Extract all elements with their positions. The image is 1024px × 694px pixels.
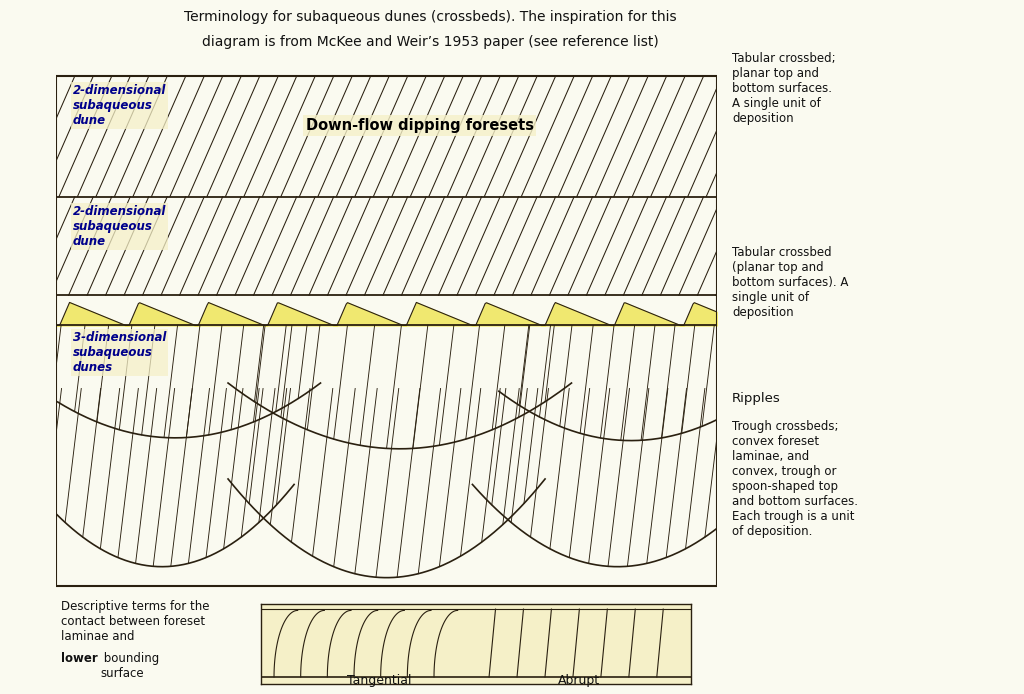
Text: Tabular crossbed
(planar top and
bottom surfaces). A
single unit of
deposition: Tabular crossbed (planar top and bottom … <box>732 246 849 319</box>
Text: Trough crossbeds;
convex foreset
laminae, and
convex, trough or
spoon-shaped top: Trough crossbeds; convex foreset laminae… <box>732 420 858 538</box>
Text: lower: lower <box>61 652 98 666</box>
Text: 2-dimensional
subaqueous
dune: 2-dimensional subaqueous dune <box>73 205 166 248</box>
Text: Descriptive terms for the
contact between foreset
laminae and: Descriptive terms for the contact betwee… <box>61 600 210 643</box>
Text: 2-dimensional
subaqueous
dune: 2-dimensional subaqueous dune <box>73 84 166 127</box>
Text: bounding
surface: bounding surface <box>100 652 160 680</box>
Text: Terminology for subaqueous dunes (crossbeds). The inspiration for this: Terminology for subaqueous dunes (crossb… <box>183 10 677 24</box>
Text: Abrupt: Abrupt <box>557 674 600 687</box>
Text: 3-dimensional
subaqueous
dunes: 3-dimensional subaqueous dunes <box>73 331 166 374</box>
Text: diagram is from McKee and Weir’s 1953 paper (see reference list): diagram is from McKee and Weir’s 1953 pa… <box>202 35 658 49</box>
Text: Down-flow dipping foresets: Down-flow dipping foresets <box>305 118 534 133</box>
Text: Tabular crossbed;
planar top and
bottom surfaces.
A single unit of
deposition: Tabular crossbed; planar top and bottom … <box>732 52 836 125</box>
Text: Ripples: Ripples <box>732 392 781 405</box>
Text: Tangential: Tangential <box>347 674 411 687</box>
